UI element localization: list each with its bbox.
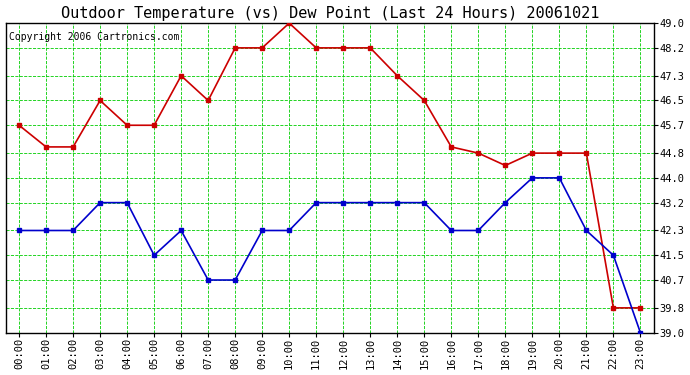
Title: Outdoor Temperature (vs) Dew Point (Last 24 Hours) 20061021: Outdoor Temperature (vs) Dew Point (Last… bbox=[61, 6, 599, 21]
Text: Copyright 2006 Cartronics.com: Copyright 2006 Cartronics.com bbox=[9, 32, 179, 42]
